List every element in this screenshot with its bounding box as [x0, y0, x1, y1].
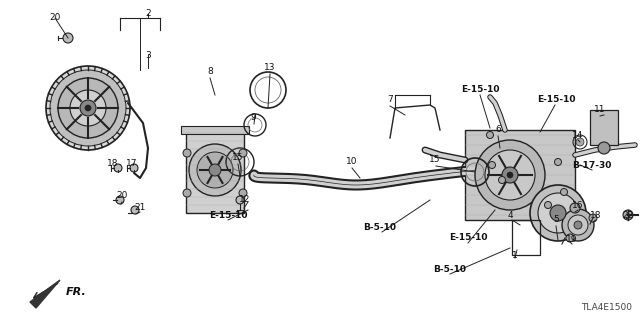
Text: B-17-30: B-17-30: [572, 161, 612, 170]
Bar: [512, 220, 540, 255]
Circle shape: [507, 172, 513, 178]
Text: 7: 7: [387, 95, 393, 105]
Circle shape: [58, 78, 118, 138]
Text: 4: 4: [507, 211, 513, 220]
Circle shape: [545, 202, 552, 209]
Circle shape: [486, 132, 493, 139]
Text: 14: 14: [572, 131, 584, 140]
Text: E-15-10: E-15-10: [449, 234, 487, 243]
Polygon shape: [30, 280, 60, 308]
Text: FR.: FR.: [66, 287, 87, 297]
Text: E-15-10: E-15-10: [209, 211, 247, 220]
Text: 21: 21: [134, 204, 146, 212]
Circle shape: [50, 70, 126, 146]
Text: 22: 22: [622, 211, 634, 220]
Text: 15: 15: [429, 156, 441, 164]
Circle shape: [197, 152, 233, 188]
Circle shape: [561, 188, 568, 196]
Circle shape: [114, 164, 122, 172]
Circle shape: [568, 215, 588, 235]
Bar: [181, 126, 249, 134]
Text: 19: 19: [566, 236, 578, 244]
Circle shape: [566, 234, 574, 242]
Bar: [186, 128, 244, 213]
Circle shape: [562, 209, 594, 241]
Circle shape: [576, 138, 584, 146]
Circle shape: [239, 149, 247, 157]
Circle shape: [209, 164, 221, 176]
Text: 15: 15: [232, 154, 244, 163]
Circle shape: [538, 193, 578, 233]
Circle shape: [488, 162, 495, 169]
Text: B-5-10: B-5-10: [364, 223, 397, 233]
Circle shape: [116, 196, 124, 204]
Circle shape: [63, 33, 73, 43]
Circle shape: [598, 142, 610, 154]
Circle shape: [189, 144, 241, 196]
Circle shape: [239, 189, 247, 197]
Text: 9: 9: [250, 114, 256, 123]
Text: 10: 10: [346, 157, 358, 166]
Text: 16: 16: [572, 201, 584, 210]
Text: 5: 5: [553, 215, 559, 225]
Circle shape: [85, 105, 91, 111]
Text: 3: 3: [145, 51, 151, 60]
Text: 17: 17: [126, 158, 138, 167]
Text: 2: 2: [145, 10, 151, 19]
Text: 20: 20: [116, 191, 128, 201]
Text: 11: 11: [595, 106, 605, 115]
Text: 1: 1: [512, 251, 518, 260]
Circle shape: [70, 90, 106, 126]
Circle shape: [131, 206, 139, 214]
Circle shape: [554, 158, 561, 165]
Circle shape: [570, 203, 580, 213]
Circle shape: [46, 66, 130, 150]
Text: B-5-10: B-5-10: [433, 266, 467, 275]
Text: 18: 18: [108, 158, 119, 167]
Text: 6: 6: [495, 125, 501, 134]
Circle shape: [623, 210, 633, 220]
Text: E-15-10: E-15-10: [537, 95, 575, 105]
Circle shape: [574, 221, 582, 229]
Text: 8: 8: [207, 68, 213, 76]
Circle shape: [475, 140, 545, 210]
Text: 18: 18: [590, 211, 602, 220]
Circle shape: [183, 189, 191, 197]
Bar: [590, 110, 618, 145]
Circle shape: [499, 177, 506, 183]
Circle shape: [130, 164, 138, 172]
Circle shape: [80, 100, 96, 116]
Text: 13: 13: [264, 63, 276, 73]
Circle shape: [530, 185, 586, 241]
Circle shape: [550, 205, 566, 221]
Text: TLA4E1500: TLA4E1500: [581, 303, 632, 312]
Circle shape: [502, 167, 518, 183]
Text: E-15-10: E-15-10: [461, 85, 499, 94]
Text: 20: 20: [49, 13, 61, 22]
Bar: [465, 130, 575, 220]
Text: 12: 12: [239, 196, 251, 204]
Circle shape: [485, 150, 535, 200]
Circle shape: [183, 149, 191, 157]
Circle shape: [236, 196, 244, 204]
Circle shape: [589, 214, 597, 222]
